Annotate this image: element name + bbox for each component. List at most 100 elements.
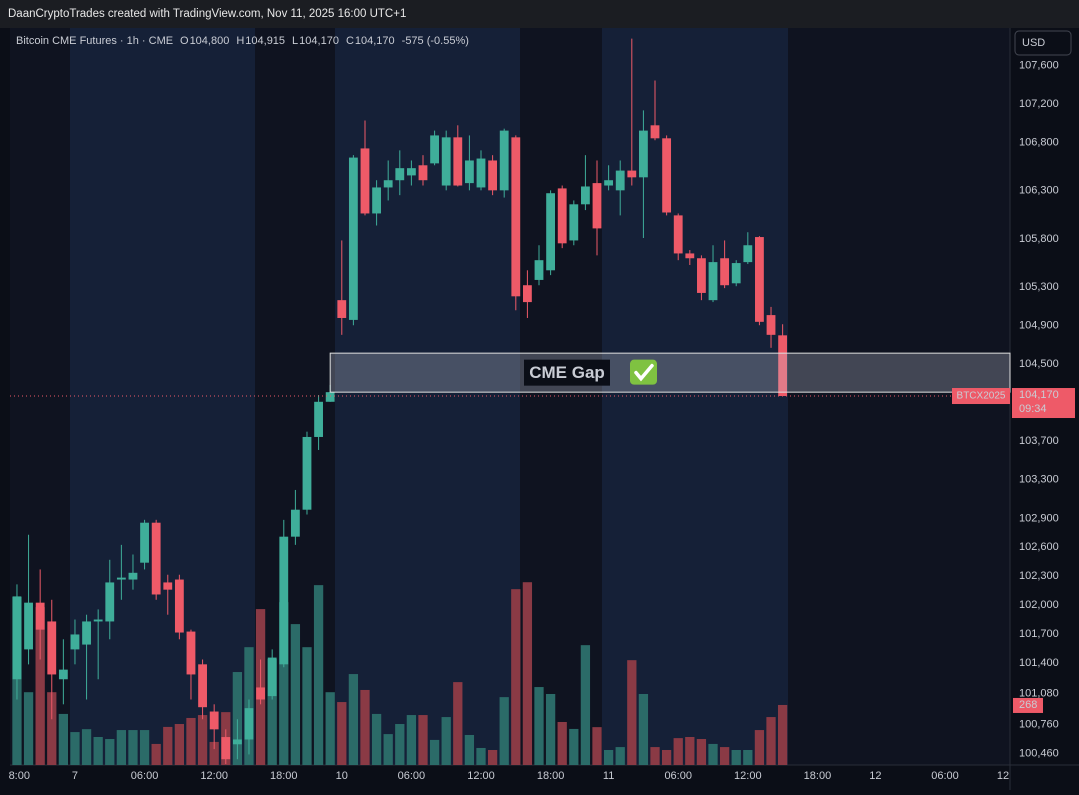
candle-body <box>24 602 33 650</box>
y-tick-label: 103,700 <box>1019 435 1059 447</box>
candle-body <box>279 536 289 665</box>
volume-bar <box>522 582 533 765</box>
y-tick-label: 107,600 <box>1019 59 1059 71</box>
candle-body <box>360 148 370 214</box>
volume-bar <box>708 743 718 765</box>
volume-bar <box>70 732 80 765</box>
volume-tag <box>1013 697 1043 713</box>
candle-body <box>267 657 277 697</box>
price-tag-label: 104,170 <box>1019 389 1059 401</box>
legend-change: -575 (-0.55%) <box>402 35 469 47</box>
candle-body <box>93 619 103 622</box>
candle-body <box>174 579 184 633</box>
volume-bar <box>580 645 591 765</box>
candle-body <box>697 258 706 293</box>
volume-bar <box>151 743 161 765</box>
volume-bar <box>603 749 614 765</box>
candle-body <box>766 315 776 335</box>
x-tick-label: 12:00 <box>734 770 762 782</box>
candle-body <box>244 708 254 740</box>
candle-body <box>453 137 463 186</box>
volume-bar <box>81 729 92 765</box>
volume-bar <box>325 692 335 765</box>
legend-value: 104,800 <box>190 35 230 47</box>
volume-bar <box>754 730 765 765</box>
volume-bar <box>128 730 138 765</box>
y-tick-label: 101,080 <box>1019 688 1059 700</box>
volume-tag-label: 268 <box>1019 699 1037 711</box>
volume-bar <box>743 749 753 765</box>
x-tick-label: 06:00 <box>131 770 159 782</box>
candle-body <box>337 300 347 318</box>
candle-body <box>186 631 196 675</box>
candle-body <box>464 160 474 184</box>
volume-bar <box>105 739 115 765</box>
symbol: Bitcoin CME Futures · 1h · CME <box>16 35 173 47</box>
candle-body <box>163 582 173 590</box>
gap-box <box>329 352 1011 393</box>
y-tick-label: 102,300 <box>1019 570 1059 582</box>
volume-bar <box>47 692 57 765</box>
x-tick-label: 7 <box>72 770 78 782</box>
y-tick-label: 104,500 <box>1019 358 1059 370</box>
volume-bar <box>209 741 219 765</box>
currency-button[interactable] <box>1014 30 1072 56</box>
candle-body <box>650 125 660 139</box>
volume-bar <box>93 737 103 765</box>
candle-body <box>70 634 80 650</box>
candle-body <box>35 602 45 630</box>
candle-body <box>639 130 648 178</box>
volume-bar <box>58 713 69 765</box>
volume-bar <box>348 674 359 765</box>
y-tick-label: 102,600 <box>1019 541 1059 553</box>
gap-label-bg <box>524 359 610 386</box>
candle-body <box>418 165 428 181</box>
candle-body <box>673 215 683 254</box>
candle-body <box>685 253 695 259</box>
candle-body <box>476 158 486 188</box>
x-tick-label: 06:00 <box>398 770 426 782</box>
candle-body <box>372 187 381 214</box>
volume-bar <box>267 659 277 765</box>
candle-body <box>511 137 521 297</box>
candle-body <box>499 130 509 191</box>
y-tick-label: 101,700 <box>1019 628 1059 640</box>
volume-bar <box>453 682 463 765</box>
candle-body <box>151 522 161 595</box>
candle-body <box>58 669 68 680</box>
volume-bar <box>499 697 509 765</box>
x-tick-label: 10 <box>336 770 348 782</box>
volume-bar <box>35 607 45 765</box>
volume-bar <box>163 726 173 765</box>
currency[interactable]: USD <box>1022 37 1045 49</box>
candle-body <box>256 687 265 700</box>
y-tick-label: 100,460 <box>1019 747 1059 759</box>
y-tick-label: 105,800 <box>1019 233 1059 245</box>
candle-body <box>627 170 637 178</box>
volume-bar <box>116 730 127 765</box>
volume-bar <box>383 734 393 765</box>
x-tick-label: 12:00 <box>467 770 495 782</box>
candle-body <box>348 157 358 320</box>
candle-body <box>140 522 149 563</box>
volume-bar <box>174 724 185 765</box>
volume-bar <box>511 589 521 765</box>
volume-bar <box>441 717 451 765</box>
y-tick-label: 100,760 <box>1019 718 1059 730</box>
candle-body <box>82 621 91 645</box>
x-tick-label: 06:00 <box>664 770 692 782</box>
y-tick-label: 106,300 <box>1019 185 1059 197</box>
candle-body <box>209 711 219 730</box>
price-tag <box>1012 388 1075 419</box>
legend-value: 104,170 <box>355 35 395 47</box>
volume-bar <box>418 715 428 765</box>
volume-bar <box>545 693 556 765</box>
volume-bar <box>139 730 150 765</box>
candle-body <box>731 263 741 284</box>
x-tick-label: 18:00 <box>537 770 565 782</box>
volume-bar <box>395 724 405 765</box>
x-tick-label: 18:00 <box>270 770 298 782</box>
volume-bar <box>279 602 289 765</box>
volume-bar <box>592 727 602 765</box>
